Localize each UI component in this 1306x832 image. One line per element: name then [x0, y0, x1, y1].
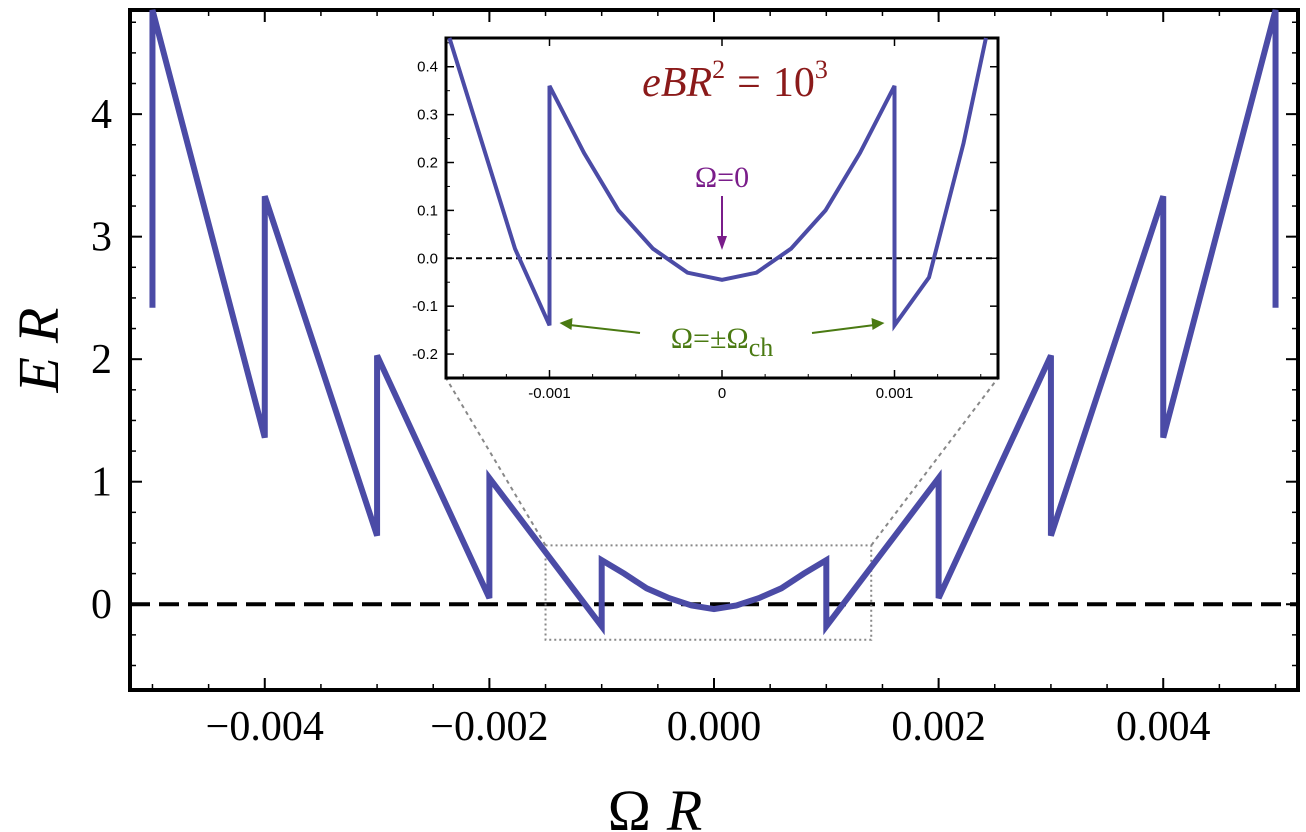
main-x-tick-label: 0.000 [667, 704, 762, 750]
inset-title-rhs: 10 [773, 60, 815, 106]
inset-y-tick-label: 0.0 [417, 250, 438, 267]
zoom-connector-right [870, 377, 999, 547]
inset-x-tick-label: 0 [718, 385, 726, 402]
omega-ch-label: Ω=±Ωch [671, 322, 774, 362]
inset-x-tick-label: 0.001 [876, 385, 914, 402]
omega-zero-label: Ω=0 [695, 161, 749, 194]
omega-ch-arrowhead-right [871, 318, 885, 330]
inset-title-eq: = [737, 60, 761, 106]
main-x-tick-label: 0.004 [1116, 704, 1211, 750]
inset-title-rhs-sup: 3 [815, 55, 828, 84]
main-series-line [149, 9, 1279, 636]
x-axis-label-r: R [666, 778, 702, 832]
omega-ch-arrowhead-left [559, 318, 573, 330]
main-y-tick-label: 0 [91, 582, 112, 628]
main-x-tick-label: −0.002 [430, 704, 548, 750]
inset-ticks: -0.001 0 0.001 -0.2 -0.1 0.0 0.1 0.2 0.3 0.4 [412, 38, 998, 402]
inset-title-lhs-sup: 2 [712, 55, 725, 84]
zoom-connector-left [445, 377, 547, 546]
omega-ch-arrow-right [811, 324, 875, 334]
main-x-tick-label: 0.002 [891, 704, 986, 750]
inset-series-line [447, 37, 988, 332]
y-axis-label: ER [6, 308, 71, 394]
inset-title-lhs: eBR [642, 60, 712, 106]
x-axis-label-omega: Ω [608, 778, 651, 832]
omega-zero-arrowhead [717, 236, 727, 250]
inset-y-tick-label: 0.4 [417, 59, 438, 76]
main-y-tick-label: 4 [91, 92, 112, 138]
omega-ch-sub: ch [749, 333, 774, 362]
inset-y-tick-label: -0.2 [412, 346, 438, 363]
y-axis-label-r: R [6, 308, 71, 344]
main-y-tick-label: 1 [91, 460, 112, 506]
omega-ch-text: Ω=±Ω [671, 322, 749, 355]
inset-y-tick-label: 0.2 [417, 155, 438, 172]
inset-title: eBR2 = 103 [642, 55, 828, 106]
inset-y-tick-label: 0.3 [417, 107, 438, 124]
main-y-tick-label: 2 [91, 337, 112, 383]
inset-y-tick-label: 0.1 [417, 202, 438, 219]
inset-plot: -0.001 0 0.001 -0.2 -0.1 0.0 0.1 0.2 0.3 0.4 eBR2… [412, 36, 1000, 402]
y-axis-label-e: E [6, 357, 71, 393]
inset-y-tick-label: -0.1 [412, 298, 438, 315]
main-y-tick-label: 3 [91, 215, 112, 261]
omega-ch-arrow-left [569, 324, 641, 334]
inset-x-tick-label: -0.001 [528, 385, 571, 402]
main-x-tick-label: −0.004 [206, 704, 324, 750]
